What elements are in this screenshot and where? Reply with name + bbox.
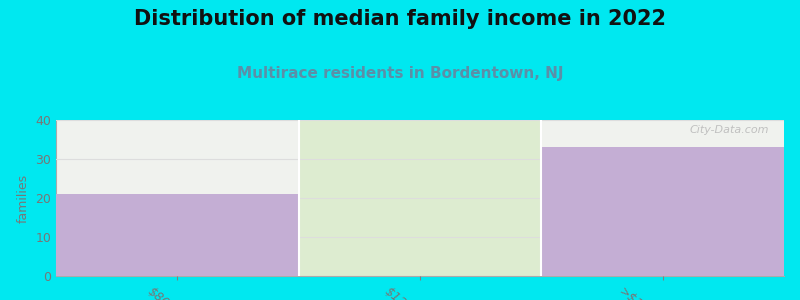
Bar: [56, 194, 298, 276]
Bar: [298, 120, 542, 276]
Text: City-Data.com: City-Data.com: [690, 125, 770, 135]
Bar: [542, 147, 784, 276]
Text: Distribution of median family income in 2022: Distribution of median family income in …: [134, 9, 666, 29]
Y-axis label: families: families: [17, 173, 30, 223]
Bar: [56, 194, 298, 276]
Bar: [56, 120, 298, 276]
Text: Multirace residents in Bordentown, NJ: Multirace residents in Bordentown, NJ: [237, 66, 563, 81]
Bar: [542, 147, 784, 276]
Bar: [542, 120, 784, 276]
